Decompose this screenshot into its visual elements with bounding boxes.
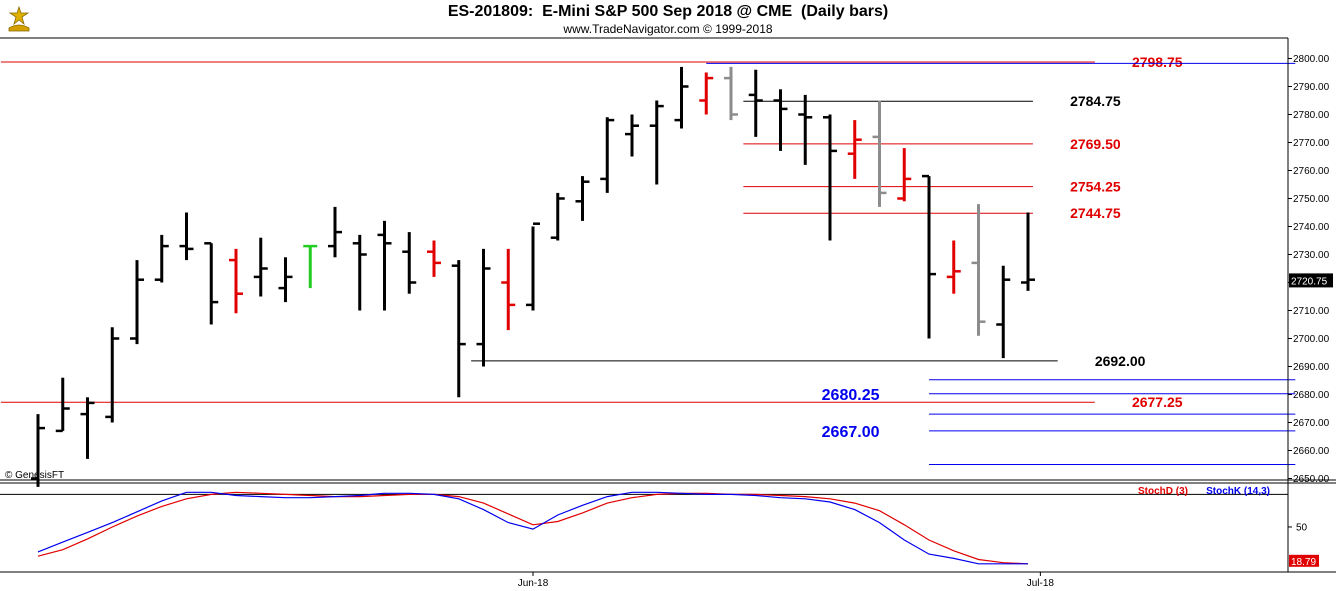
ohlc-bar <box>1021 212 1035 291</box>
ohlc-bar <box>798 94 813 165</box>
ohlc-bar <box>55 377 70 433</box>
level-label: 2744.75 <box>1070 205 1121 221</box>
ohlc-bar <box>154 234 169 283</box>
level-label: 2798.75 <box>1132 54 1183 70</box>
ohlc-bar <box>476 248 491 367</box>
level-lines: 2798.752798.252784.752769.502754.252744.… <box>0 54 1296 465</box>
ohlc-bar <box>674 66 689 129</box>
ohlc-bar <box>575 176 590 221</box>
ohlc-bar <box>402 232 417 294</box>
last-price-label: 2720.75 <box>1291 276 1328 287</box>
y-tick-label: 2690.00 <box>1293 362 1330 373</box>
ohlc-bar <box>699 72 714 115</box>
ohlc-bar <box>996 265 1011 359</box>
ohlc-bar <box>179 212 194 261</box>
y-tick-label: 2710.00 <box>1293 306 1330 317</box>
ohlc-bar <box>872 100 887 207</box>
ohlc-bar <box>748 69 763 137</box>
genesis-logo-icon[interactable] <box>4 4 34 34</box>
level-label: 2754.25 <box>1070 179 1121 195</box>
copyright-label: © GenesisFT <box>5 470 64 481</box>
y-tick-label: 2800.00 <box>1293 54 1330 65</box>
level-label: 2680.25 <box>822 387 880 404</box>
ohlc-bar <box>501 248 516 331</box>
ohlc-bar <box>31 414 45 487</box>
y-tick-label: 2650.00 <box>1293 474 1330 485</box>
y-tick-label: 2770.00 <box>1293 138 1330 149</box>
ohlc-bar <box>946 240 961 294</box>
ohlc-bar <box>724 66 738 121</box>
stochd-line <box>37 491 1029 565</box>
ohlc-bar <box>922 174 936 339</box>
chart-header: ES-201809: E-Mini S&P 500 Sep 2018 @ CME… <box>0 0 1336 37</box>
y-tick-label: 2670.00 <box>1293 418 1330 429</box>
ohlc-bar <box>427 240 441 277</box>
ohlc-bar <box>303 244 318 289</box>
y-tick-label: 2660.00 <box>1293 446 1330 457</box>
stoch-last-box <box>1289 554 1319 567</box>
level-label: 2769.50 <box>1070 136 1121 152</box>
level-label: 2692.00 <box>1095 353 1146 369</box>
ohlc-bar <box>847 120 862 179</box>
stochk-line <box>37 491 1028 565</box>
stoch-last-label: 18.79 <box>1291 557 1316 568</box>
ohlc-bar <box>823 114 837 241</box>
y-tick-label: 2680.00 <box>1293 390 1330 401</box>
chart-background <box>0 37 1336 591</box>
x-tick-label: Jun-18 <box>518 578 549 589</box>
ohlc-bar <box>897 148 912 202</box>
y-tick-label: 2730.00 <box>1293 250 1330 261</box>
ohlc-bar <box>253 237 268 297</box>
ohlc-bar <box>229 248 243 314</box>
chart-title: ES-201809: E-Mini S&P 500 Sep 2018 @ CME… <box>447 3 889 20</box>
stochd-legend: StochD (3) <box>1138 486 1188 497</box>
ohlc-bar <box>352 234 367 311</box>
y-tick-label: 2750.00 <box>1293 194 1330 205</box>
level-label: 2677.25 <box>1132 394 1183 410</box>
ohlc-bar <box>278 257 293 303</box>
y-tick-label: 2740.00 <box>1293 222 1330 233</box>
ohlc-bars <box>31 66 1035 487</box>
y-tick-label: 2780.00 <box>1293 110 1330 121</box>
stochastic-panel: 50 StochD (3) StochK (14,3) 18.79 <box>0 486 1319 568</box>
last-price-box <box>1289 273 1333 288</box>
ohlc-bar <box>204 242 219 325</box>
ohlc-bar <box>377 220 392 311</box>
chart-subtitle: www.TradeNavigator.com © 1999-2018 <box>563 22 773 36</box>
y-tick-label: 2790.00 <box>1293 82 1330 93</box>
ohlc-bar <box>526 222 540 311</box>
ohlc-bar <box>130 260 144 345</box>
ohlc-bar <box>625 114 639 157</box>
ohlc-bar <box>600 117 615 193</box>
ohlc-bar <box>328 206 342 258</box>
ohlc-bar <box>971 204 986 336</box>
price-axis: 2650.00 2660.00 2670.00 2680.00 2690.00 2700.… <box>0 37 1336 589</box>
y-tick-label: 2700.00 <box>1293 334 1330 345</box>
ohlc-bar <box>80 397 95 459</box>
ohlc-bar <box>451 260 466 398</box>
y-tick-label: 2760.00 <box>1293 166 1330 177</box>
level-label: 2784.75 <box>1070 93 1121 109</box>
stoch-y-tick-label: 50 <box>1296 522 1308 533</box>
ohlc-bar <box>550 192 565 241</box>
ohlc-bar <box>649 100 664 185</box>
stochk-legend: StochK (14,3) <box>1206 486 1270 497</box>
ohlc-bar <box>105 327 120 423</box>
ohlc-bar <box>773 89 788 151</box>
x-tick-label: Jul-18 <box>1027 578 1055 589</box>
level-label: 2667.00 <box>822 424 880 441</box>
